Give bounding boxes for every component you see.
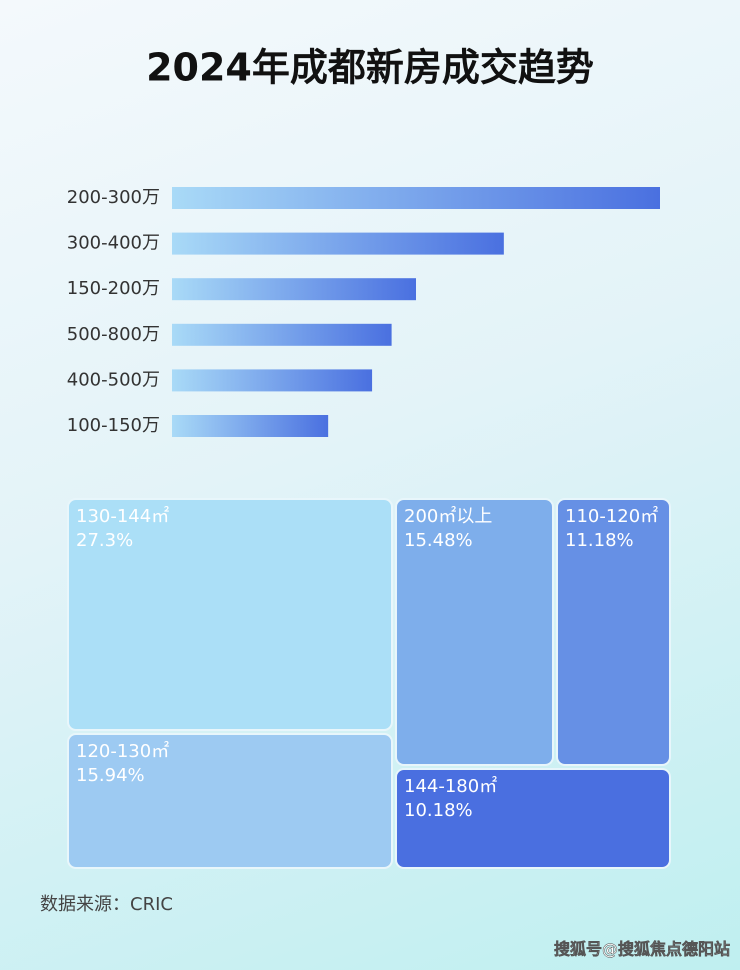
- cell-value: 27.3%: [76, 530, 133, 551]
- source: 数据来源：CRIC: [40, 894, 173, 915]
- bar: [172, 415, 329, 437]
- category-label: 400-500万: [67, 369, 160, 390]
- cell-value: 15.94%: [76, 765, 145, 786]
- treemap-cell: [395, 768, 671, 869]
- watermark: 搜狐号@搜狐焦点德阳站: [554, 940, 730, 959]
- cell-label: 110-120㎡: [565, 505, 658, 527]
- treemap-cell: [67, 498, 393, 731]
- bar: [172, 323, 392, 346]
- category-label: 300-400万: [67, 233, 160, 254]
- bar: [172, 232, 504, 255]
- cell-label: 144-180㎡: [404, 775, 497, 797]
- bar: [172, 278, 416, 301]
- category-label: 500-800万: [67, 324, 160, 345]
- cell-label: 120-130㎡: [76, 740, 169, 762]
- bar: [172, 187, 660, 209]
- category-label: 100-150万: [67, 415, 160, 436]
- treemap-cell: [556, 498, 671, 766]
- cell-value: 10.18%: [404, 800, 473, 821]
- cell-label: 130-144㎡: [76, 505, 169, 527]
- cell-label: 200㎡以上: [404, 505, 492, 527]
- treemap-cell: [395, 498, 554, 766]
- chart-title: 2024年成都新房成交趋势: [146, 46, 594, 90]
- category-label: 200-300万: [67, 187, 160, 208]
- treemap-cell: [67, 733, 393, 869]
- bar: [172, 369, 373, 392]
- cell-value: 11.18%: [565, 530, 634, 551]
- cell-value: 15.48%: [404, 530, 473, 551]
- category-label: 150-200万: [67, 278, 160, 299]
